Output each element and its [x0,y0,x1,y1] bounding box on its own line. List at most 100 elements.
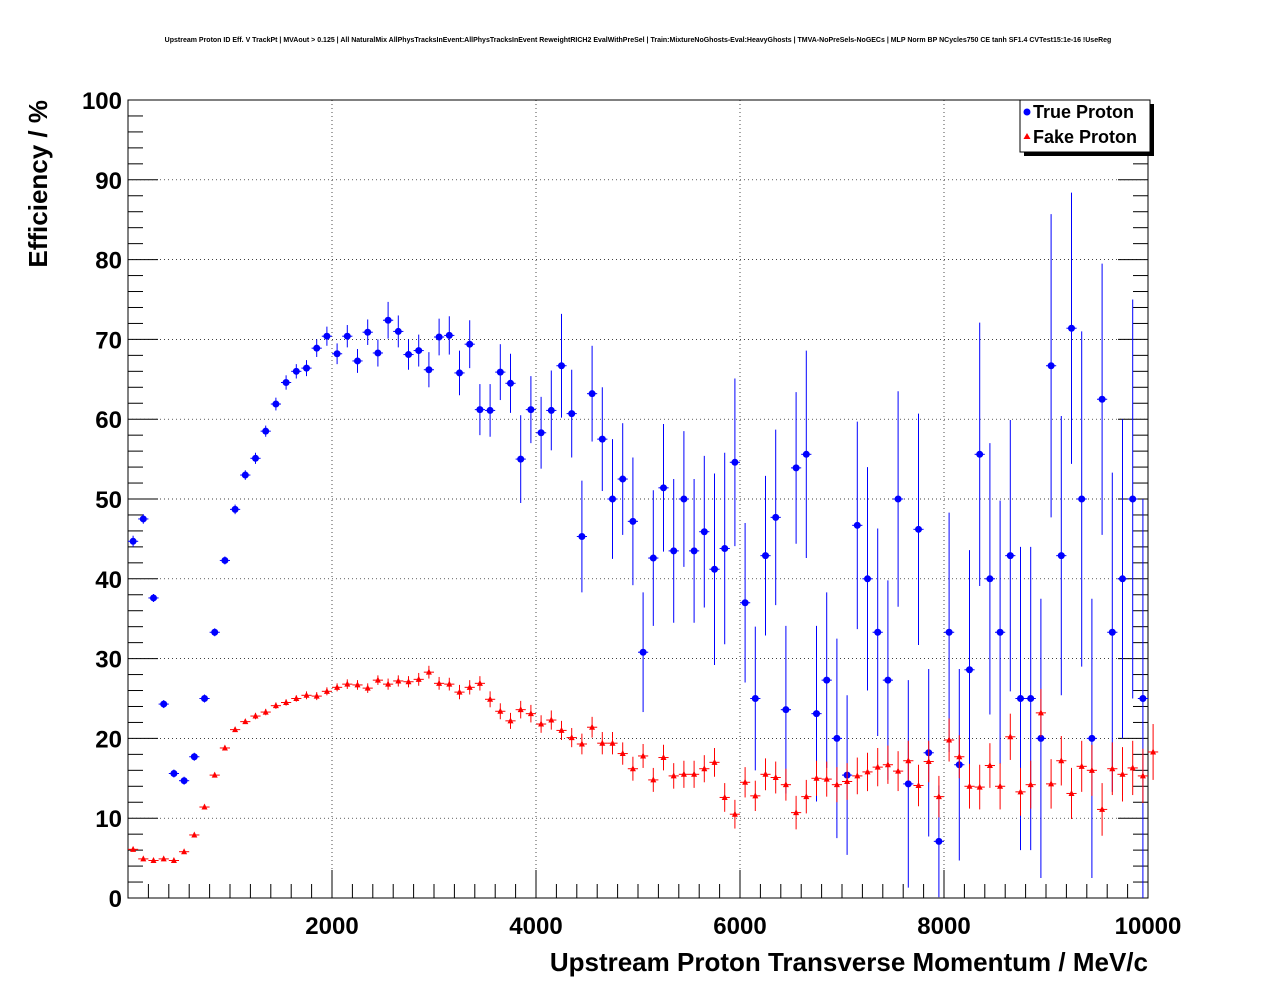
data-point [548,716,555,723]
data-point [354,681,361,688]
data-point [731,810,738,817]
data-point [568,410,576,418]
data-point [680,495,688,503]
data-point [792,464,800,472]
data-point [517,455,525,463]
data-point [629,517,637,525]
data-point [1058,757,1065,764]
data-point [446,680,453,687]
data-point [1017,788,1024,795]
data-point [181,848,188,855]
data-point [751,695,759,702]
data-point [221,744,228,751]
y-tick-label: 70 [95,327,122,354]
data-point [1068,324,1075,332]
data-point [129,537,137,545]
data-point [660,754,667,761]
data-point [211,628,219,636]
data-point [313,692,320,699]
data-point [456,369,463,377]
legend-label-fake-proton: Fake Proton [1033,127,1137,147]
legend-marker-true-proton [1023,108,1031,116]
data-point [1078,762,1085,769]
data-point [599,739,606,746]
data-point [201,803,208,810]
data-point [578,740,585,747]
data-point [660,484,667,492]
data-point [690,547,698,555]
data-point [140,855,147,862]
legend-label-true-proton: True Proton [1033,102,1134,122]
y-tick-label: 40 [95,567,122,594]
x-tick-label: 4000 [509,913,562,940]
data-point [976,783,983,790]
data-point [405,678,412,685]
data-point [221,556,229,564]
data-point [252,454,259,462]
data-point [1108,628,1116,636]
data-point [344,680,351,687]
data-point [364,328,372,336]
data-point [996,628,1004,636]
data-point [925,758,932,765]
data-point [232,726,239,733]
data-point [476,679,483,686]
data-point [609,495,616,503]
data-point [150,856,157,863]
data-point [1098,395,1106,403]
data-point [282,378,290,386]
data-point [905,757,912,764]
data-point [762,770,769,777]
data-point [272,400,280,408]
data-point [364,684,371,691]
tick-labels: 2000 4000 6000 8000 10000 0 10 20 30 40 50 60 70 80 90… [82,88,1181,940]
data-point [334,683,341,690]
data-point [1099,805,1106,812]
data-point [721,544,729,552]
data-point [904,780,912,788]
data-point [537,429,545,437]
data-point [476,406,484,414]
data-point [588,390,596,398]
data-point [894,495,902,503]
data-point [772,513,780,521]
series-true-proton [128,192,1148,898]
data-point [466,683,473,690]
data-point [241,471,249,479]
data-point [425,668,432,675]
data-point [1068,789,1075,796]
data-point [1129,764,1136,771]
y-tick-label: 0 [109,886,122,913]
data-point [1057,552,1065,560]
data-point [598,435,606,443]
data-point [139,515,147,523]
series-layer [128,192,1159,898]
data-point [405,351,412,359]
data-point [670,772,677,779]
data-point [1048,780,1055,787]
data-point [568,734,575,741]
y-tick-label: 80 [95,248,122,275]
data-point [262,708,269,715]
data-point [496,368,504,376]
data-point [517,706,524,713]
data-point [1119,575,1126,583]
data-point [1088,734,1096,742]
data-point [670,547,678,555]
data-point [283,698,290,705]
y-axis-title: Efficiency / % [23,100,53,268]
data-point [272,702,279,709]
legend-box [1019,99,1151,153]
data-point [1006,552,1014,560]
data-point [180,777,188,785]
data-point [1139,695,1147,702]
data-point [384,316,392,324]
data-point [394,327,402,335]
data-point [456,688,463,695]
data-point [823,775,830,782]
data-point [844,777,851,784]
data-point [629,765,636,772]
data-point [191,831,198,838]
